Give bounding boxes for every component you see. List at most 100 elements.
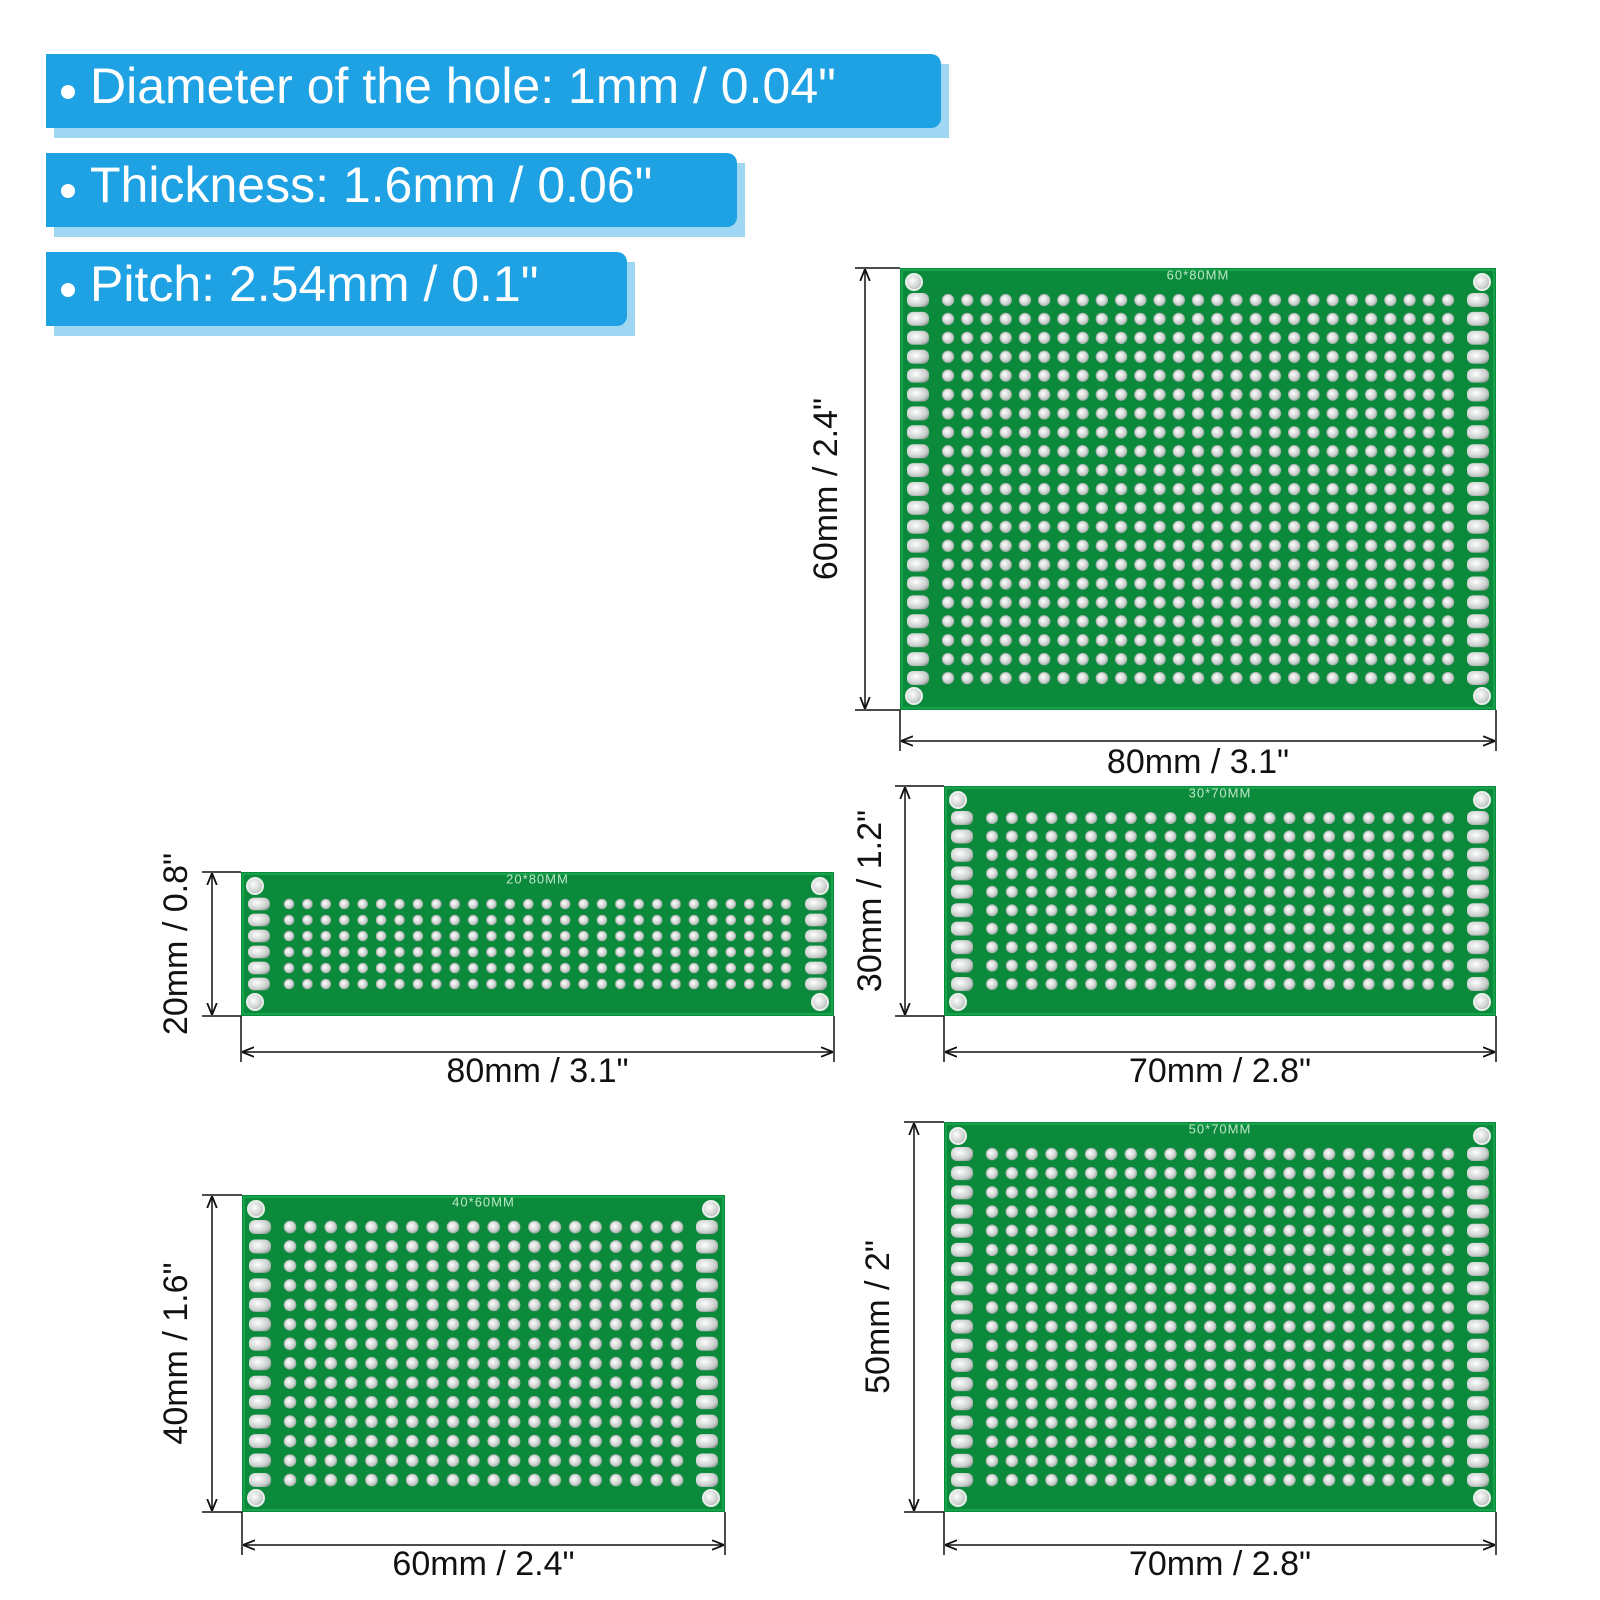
pad-hole [1441, 1147, 1455, 1161]
pad-hole [1382, 904, 1395, 917]
pad-hole [1114, 596, 1128, 609]
pad-hole [1302, 1320, 1316, 1333]
pad-hole [1153, 407, 1166, 420]
pad-hole [725, 914, 737, 926]
pad-hole [1323, 848, 1336, 861]
pad-hole [1422, 959, 1435, 972]
pad-hole [1025, 1224, 1038, 1237]
pad-hole [302, 930, 313, 942]
pad-hole [426, 1220, 439, 1234]
pad-hole [725, 946, 737, 958]
pad-hole [1422, 848, 1435, 861]
pad-hole [1104, 922, 1117, 935]
pad-hole [1283, 1454, 1296, 1468]
pad-hole [980, 445, 993, 458]
pad-hole [1153, 539, 1166, 552]
board [241, 872, 834, 1016]
pad-hole [1403, 615, 1416, 628]
pad-hole [1268, 463, 1282, 477]
pad-hole [449, 930, 460, 942]
pad-hole [1441, 811, 1455, 825]
pad-hole [522, 978, 534, 990]
pad-hole [1302, 1205, 1316, 1218]
pad-hole [1172, 652, 1185, 666]
edge-pad [1467, 538, 1489, 553]
pad-hole [1211, 426, 1224, 439]
pad-hole [1287, 369, 1301, 382]
pad-hole [412, 898, 424, 910]
mount-hole [949, 791, 967, 809]
pad-hole [1382, 1262, 1395, 1276]
mount-hole [1473, 791, 1491, 809]
pad-hole [1243, 811, 1256, 825]
pad-hole [762, 898, 773, 910]
pad-hole [466, 1454, 480, 1467]
pad-hole [999, 558, 1012, 571]
pad-hole [1243, 1435, 1256, 1448]
mount-hole [1473, 273, 1491, 291]
pad-hole [1223, 867, 1236, 880]
pad-hole [357, 898, 368, 910]
pad-hole [1184, 977, 1197, 991]
pad-hole [1153, 445, 1166, 458]
pad-hole [1322, 1147, 1336, 1161]
pad-hole [1422, 539, 1435, 552]
pad-hole [385, 1473, 399, 1487]
pad-hole [1025, 1377, 1038, 1391]
pad-hole [1364, 463, 1378, 477]
pad-hole [596, 898, 608, 910]
pad-hole [1045, 1301, 1058, 1314]
pad-hole [1005, 885, 1018, 898]
pad-hole [541, 930, 553, 942]
pad-hole [1230, 596, 1243, 609]
pad-hole [1223, 1186, 1237, 1199]
pad-hole [302, 978, 313, 990]
pad-hole [486, 962, 497, 974]
pad-hole [504, 898, 516, 910]
height-label: 30mm / 1.2" [851, 810, 889, 992]
pad-hole [670, 962, 681, 974]
pad-hole [1422, 350, 1435, 363]
pad-hole [1223, 848, 1236, 861]
pad-hole [1287, 407, 1301, 420]
pad-hole [1307, 634, 1320, 647]
pad-hole [1203, 1243, 1217, 1257]
pad-hole [650, 1415, 663, 1428]
pad-hole [629, 1376, 643, 1390]
pad-hole [615, 962, 626, 974]
pad-hole [1184, 848, 1197, 861]
pad-hole [1384, 482, 1397, 496]
pad-hole [1421, 1435, 1435, 1448]
pad-hole [304, 1298, 317, 1312]
edge-pad [249, 1220, 271, 1234]
edge-pad [951, 1166, 973, 1181]
pad-hole [1422, 867, 1435, 880]
pad-hole [1172, 293, 1185, 307]
pad-hole [365, 1240, 378, 1253]
edge-pad [951, 1204, 973, 1219]
pad-hole [1184, 885, 1197, 898]
pad-hole [1302, 1358, 1316, 1372]
pad-hole [1153, 312, 1166, 326]
pad-hole [1025, 1205, 1038, 1218]
pad-hole [1172, 350, 1185, 363]
pad-hole [1441, 634, 1455, 647]
pad-hole [466, 1376, 480, 1390]
pad-hole [1243, 1339, 1256, 1353]
pad-hole [344, 1473, 358, 1487]
pad-hole [670, 1473, 684, 1487]
pad-hole [507, 1298, 521, 1312]
pad-hole [1005, 1301, 1019, 1314]
pad-hole [1382, 1320, 1395, 1333]
pad-hole [405, 1279, 419, 1292]
pad-hole [1104, 959, 1117, 972]
pad-hole [1441, 1454, 1455, 1468]
pad-hole [344, 1259, 358, 1273]
pad-hole [1364, 445, 1378, 458]
pad-hole [568, 1298, 582, 1312]
pad-hole [1025, 1262, 1038, 1276]
pad-hole [385, 1415, 399, 1428]
pad-hole [1025, 904, 1038, 917]
pad-hole [633, 962, 645, 974]
pad-hole [467, 978, 479, 990]
